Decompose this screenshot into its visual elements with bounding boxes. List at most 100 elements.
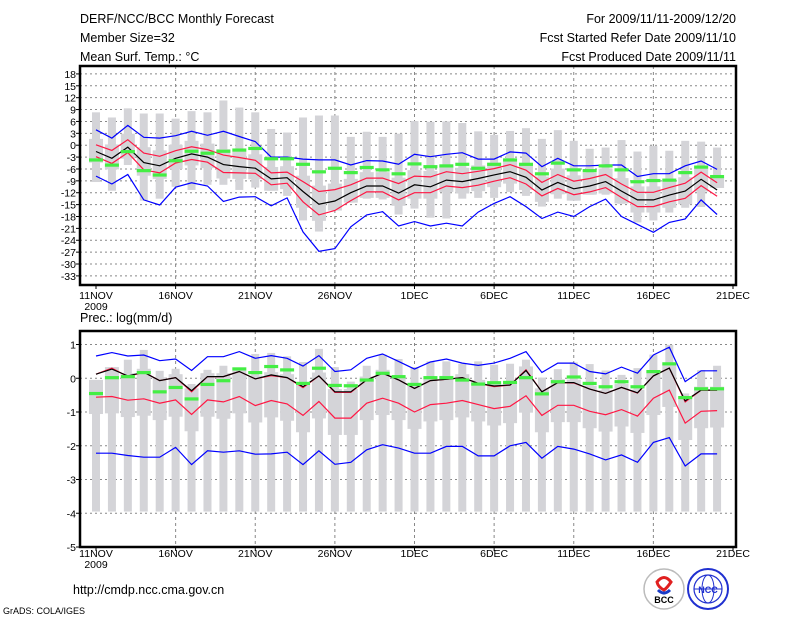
range-bar <box>362 365 371 512</box>
observed-marker <box>678 395 693 400</box>
range-bar <box>330 367 339 512</box>
observed-marker <box>327 383 342 388</box>
spread-box <box>232 369 247 414</box>
observed-marker <box>184 397 199 401</box>
spread-box <box>566 379 581 423</box>
x-tick-label: 26NOV <box>318 290 352 302</box>
observed-marker <box>582 381 597 386</box>
y-tick-label: -1 <box>67 407 76 419</box>
observed-marker <box>471 382 486 386</box>
observed-marker <box>168 385 183 390</box>
spread-box <box>503 381 518 424</box>
observed-marker <box>296 162 311 166</box>
spread-box <box>359 376 374 421</box>
ncc-logo: NCC <box>687 568 729 610</box>
observed-marker <box>280 368 295 372</box>
observed-marker <box>216 149 231 153</box>
range-bar <box>681 140 690 208</box>
y-tick-label: -15 <box>61 200 76 212</box>
observed-marker <box>280 157 295 161</box>
produced-date: Fcst Produced Date 2009/11/11 <box>561 50 736 64</box>
range-bar <box>458 363 467 512</box>
range-bar <box>569 362 578 512</box>
range-bar <box>314 115 323 232</box>
range-bar <box>521 359 530 512</box>
x-tick-label: 16DEC <box>636 548 670 560</box>
observed-marker <box>534 172 549 176</box>
range-bar <box>378 136 387 200</box>
observed-marker <box>120 375 135 379</box>
series-line-ensemble-max <box>95 346 718 383</box>
observed-marker <box>296 381 311 386</box>
range-bar <box>235 369 244 512</box>
range-bar <box>219 100 228 185</box>
spread-box <box>630 389 645 433</box>
spread-box <box>678 398 693 441</box>
x-tick-label: 11DEC <box>557 548 590 560</box>
x-tick-label: 16DEC <box>636 290 670 302</box>
y-tick-label: 3 <box>70 128 76 140</box>
range-bar <box>617 374 626 512</box>
y-tick-label: 18 <box>64 69 76 81</box>
series-line-ensemble-min <box>96 436 718 467</box>
observed-marker <box>232 148 247 152</box>
range-bar <box>474 131 483 198</box>
observed-marker <box>455 162 470 166</box>
range-bar <box>394 359 403 512</box>
observed-marker <box>710 387 725 391</box>
observed-marker <box>646 178 661 183</box>
observed-marker <box>311 170 326 174</box>
observed-marker <box>375 168 390 172</box>
bcc-logo-text: BCC <box>654 595 674 605</box>
x-tick-label: 11DEC <box>557 290 590 302</box>
range-bar <box>299 362 308 512</box>
series-line-ensemble-min <box>95 173 718 252</box>
y-tick-label: -5 <box>67 542 76 554</box>
x-tick-label: 21DEC <box>716 290 750 302</box>
y-tick-label: -6 <box>67 164 76 176</box>
observed-marker <box>503 158 518 162</box>
observed-marker <box>566 168 581 172</box>
observed-marker <box>646 370 661 374</box>
series-line-ensemble-max <box>95 124 718 178</box>
x-tick-label: 21NOV <box>238 548 272 560</box>
x-tick-label: 16NOV <box>158 548 192 560</box>
range-bar <box>346 136 355 203</box>
observed-marker <box>518 376 533 380</box>
ncc-logo-text: NCC <box>698 585 718 595</box>
observed-marker <box>455 378 470 382</box>
y-tick-label: -4 <box>67 508 76 520</box>
observed-marker <box>264 157 279 161</box>
x-tick-label: 26NOV <box>318 548 352 560</box>
spread-box <box>375 369 390 416</box>
observed-marker <box>89 391 103 396</box>
spread-box <box>439 375 454 421</box>
range-bar <box>283 132 292 196</box>
observed-marker <box>152 173 167 177</box>
spread-box <box>471 379 486 422</box>
range-bar <box>314 348 323 512</box>
observed-marker <box>152 390 167 394</box>
y-tick-label: -9 <box>67 176 76 188</box>
range-bar <box>585 364 594 512</box>
spread-box <box>216 373 231 419</box>
range-bar <box>267 352 276 512</box>
observed-marker <box>359 165 374 170</box>
observed-marker <box>391 172 406 176</box>
range-bar <box>601 370 610 512</box>
x-tick-label: 16NOV <box>158 290 192 302</box>
y-tick-label: 6 <box>70 116 76 128</box>
observed-marker <box>518 162 533 166</box>
url-text: http://cmdp.ncc.cma.gov.cn <box>73 583 224 597</box>
range-bar <box>426 121 435 218</box>
member-size: Member Size=32 <box>80 31 175 45</box>
range-bar <box>649 354 658 512</box>
spread-box <box>518 366 533 413</box>
range-bar <box>537 377 546 512</box>
x-year-label: 2009 <box>84 559 108 571</box>
observed-marker <box>566 375 581 379</box>
observed-marker <box>439 164 454 168</box>
observed-marker <box>216 379 231 383</box>
figure-title: DERF/NCC/BCC Monthly Forecast <box>80 12 274 26</box>
spread-box <box>534 176 549 202</box>
